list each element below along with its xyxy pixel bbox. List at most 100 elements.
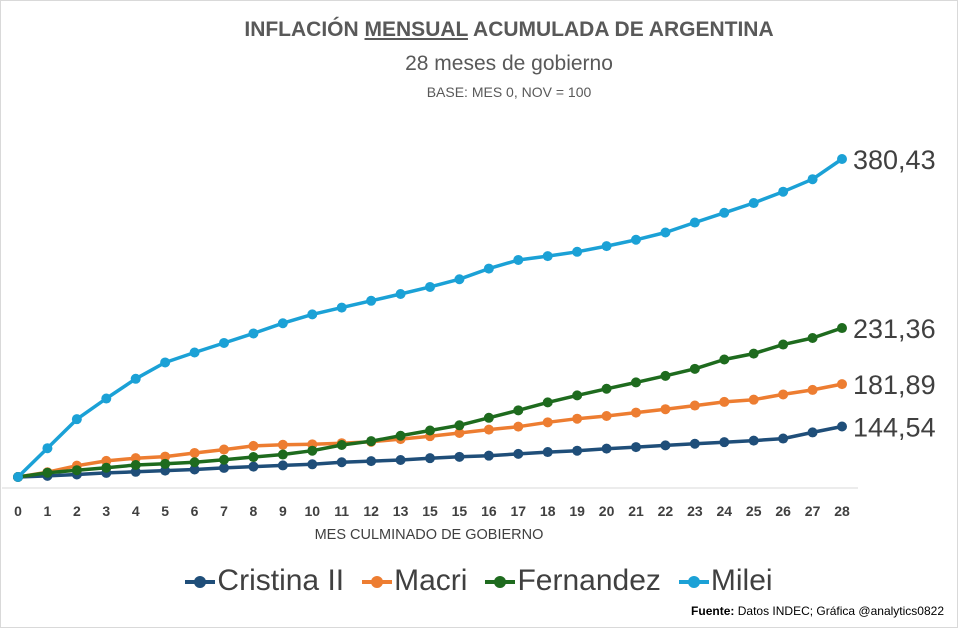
data-point: [366, 295, 377, 306]
data-point: [837, 323, 847, 334]
data-point: [277, 460, 288, 471]
data-point: [189, 447, 200, 458]
data-point: [719, 437, 730, 448]
data-point: [366, 436, 377, 447]
data-point: [160, 357, 171, 368]
data-point: [307, 459, 318, 470]
legend-item: Milei: [678, 564, 773, 598]
data-point: [483, 450, 494, 461]
x-tick-label: 6: [191, 503, 199, 519]
x-tick-label: 23: [687, 503, 703, 519]
data-point: [160, 451, 171, 462]
data-point: [189, 464, 200, 475]
data-point: [572, 246, 583, 257]
x-tick-label: 11: [334, 503, 349, 519]
chart-subtitle: 28 meses de gobierno: [405, 52, 613, 75]
line-chart: 0 1 2 3 4 5 6 7 8 9 10 11 12 13 15 15 16 17 18 19 20 21 22 23 24…: [2, 145, 936, 519]
legend-label: Fernandez: [517, 564, 661, 598]
data-point: [13, 472, 23, 482]
data-point: [778, 186, 789, 197]
data-point: [601, 443, 612, 454]
data-point: [513, 405, 524, 416]
data-point: [660, 227, 671, 238]
x-tick-label: 18: [540, 503, 556, 519]
data-point: [689, 438, 700, 449]
x-tick-label: 21: [628, 503, 644, 519]
data-point: [837, 379, 847, 390]
x-tick-label: 15: [422, 503, 438, 519]
data-point: [425, 425, 435, 436]
data-point: [277, 449, 288, 460]
legend-item: Cristina II: [185, 564, 344, 598]
data-point: [219, 337, 229, 348]
data-point: [483, 424, 494, 435]
data-point: [219, 444, 229, 455]
data-point: [454, 451, 465, 462]
data-point: [248, 461, 259, 472]
data-point: [778, 433, 789, 444]
x-tick-label: 19: [569, 503, 585, 519]
source-label: Fuente:: [691, 604, 735, 618]
title-part-2: ACUMULADA DE ARGENTINA: [467, 18, 774, 41]
data-point: [601, 241, 612, 252]
data-point: [542, 251, 553, 262]
data-point: [425, 453, 435, 464]
data-point: [748, 394, 759, 405]
x-tick-label: 25: [746, 503, 762, 519]
data-point: [572, 413, 583, 424]
end-value-label: 144,54: [853, 412, 936, 442]
data-point: [572, 445, 583, 456]
data-point: [689, 363, 700, 374]
x-tick-label: 5: [161, 503, 169, 519]
data-point: [807, 384, 818, 395]
data-point: [601, 383, 612, 394]
data-point: [748, 198, 759, 209]
legend: Cristina II Macri Fernandez Milei: [0, 563, 958, 598]
data-point: [277, 318, 288, 329]
x-tick-label: 15: [452, 503, 468, 519]
data-point: [336, 302, 347, 313]
data-point: [395, 430, 406, 441]
x-tick-label: 17: [510, 503, 526, 519]
data-point: [395, 288, 406, 299]
legend-label: Milei: [710, 564, 773, 598]
legend-label: Cristina II: [217, 564, 345, 598]
data-point: [219, 454, 229, 465]
legend-marker: [362, 575, 393, 589]
data-point: [837, 421, 847, 432]
data-point: [101, 393, 112, 404]
legend-item: Macri: [362, 564, 467, 598]
x-tick-label: 27: [805, 503, 821, 519]
data-point: [483, 263, 494, 274]
data-point: [336, 440, 347, 451]
end-value-label: 181,89: [853, 370, 936, 400]
data-point: [542, 397, 553, 408]
data-point: [71, 465, 82, 476]
data-point: [395, 454, 406, 465]
source-note: Fuente: Datos INDEC; Gráfica @analytics0…: [691, 604, 944, 618]
data-point: [454, 428, 465, 439]
x-tick-label: 1: [44, 503, 52, 519]
data-point: [277, 439, 288, 450]
data-point: [513, 254, 524, 265]
data-point: [248, 328, 259, 339]
data-point: [719, 354, 730, 365]
title-part-1: INFLACIÓN: [244, 18, 365, 41]
end-value-label: 231,36: [853, 314, 936, 344]
data-point: [130, 373, 141, 384]
data-point: [631, 234, 641, 245]
data-point: [631, 407, 641, 418]
legend-item: Fernandez: [485, 564, 661, 598]
data-point: [542, 417, 553, 428]
x-tick-label: 12: [363, 503, 379, 519]
data-point: [454, 420, 465, 431]
base-note: BASE: MES 0, NOV = 100: [426, 84, 592, 100]
data-point: [807, 332, 818, 343]
data-point: [189, 457, 200, 468]
data-point: [748, 348, 759, 359]
data-point: [689, 217, 700, 228]
data-point: [660, 404, 671, 415]
data-point: [601, 410, 612, 421]
data-point: [631, 442, 641, 453]
legend-marker: [678, 575, 709, 589]
